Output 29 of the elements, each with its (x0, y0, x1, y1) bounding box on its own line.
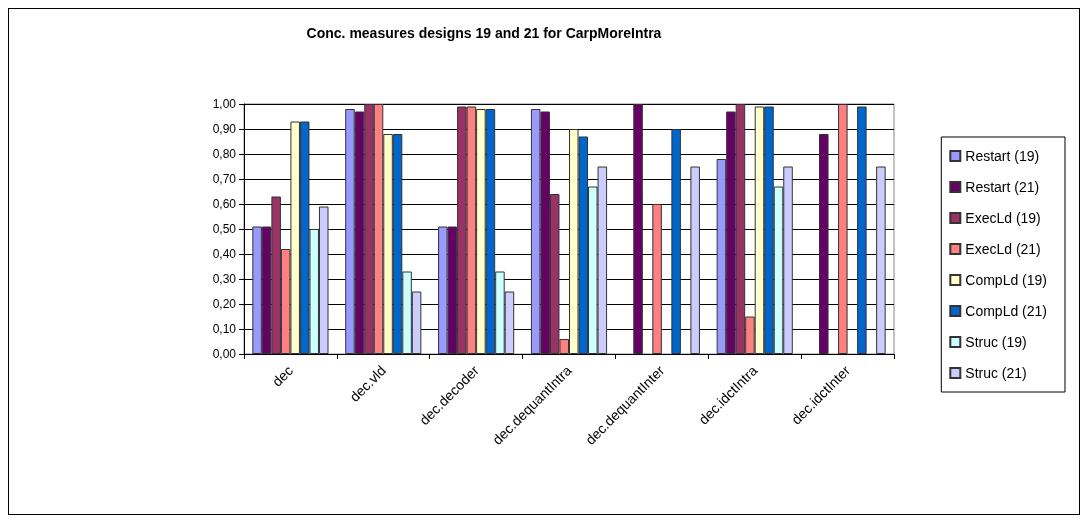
bar (857, 106, 867, 354)
bar (652, 204, 662, 354)
x-tick-label: dec (268, 362, 297, 390)
bar (876, 166, 886, 354)
legend-label: ExecLd (19) (965, 210, 1041, 226)
legend-label: CompLd (19) (965, 272, 1047, 288)
y-tick-label: 1,00 (212, 97, 237, 111)
legend-label: ExecLd (21) (965, 241, 1041, 257)
bar (819, 134, 829, 354)
legend-label: Restart (21) (965, 179, 1040, 195)
bar (671, 129, 681, 354)
y-tick-label: 0,10 (212, 322, 237, 336)
legend-label: Struc (21) (965, 365, 1027, 381)
y-tick-label: 0,50 (212, 222, 237, 236)
bar (690, 166, 700, 354)
y-tick-label: 0,60 (212, 197, 237, 211)
legend-label: CompLd (21) (965, 303, 1047, 319)
y-tick-label: 0,90 (212, 122, 237, 136)
y-tick-label: 0,30 (212, 272, 237, 286)
y-tick-label: 0,00 (212, 347, 237, 361)
bar (838, 104, 848, 354)
y-tick-label: 0,20 (212, 297, 237, 311)
y-tick-label: 0,40 (212, 247, 237, 261)
chart-title: Conc. measures designs 19 and 21 for CarpMoreIntra (306, 25, 662, 41)
legend-label: Restart (19) (965, 148, 1040, 164)
legend-label: Struc (19) (965, 334, 1027, 350)
y-tick-label: 0,80 (212, 147, 237, 161)
y-tick-label: 0,70 (212, 172, 237, 186)
bar (633, 104, 643, 354)
